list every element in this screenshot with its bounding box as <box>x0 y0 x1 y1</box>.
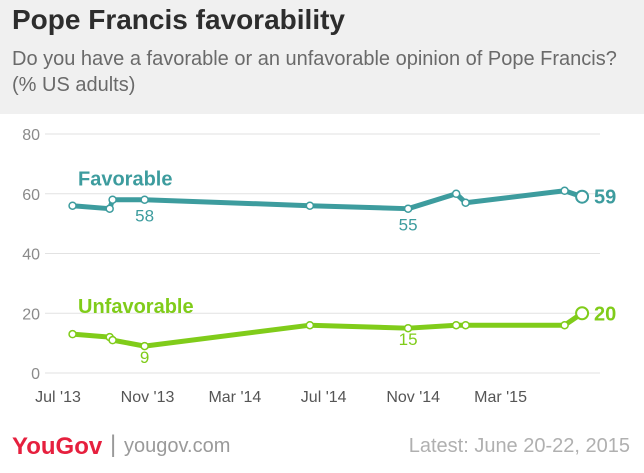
y-tick-label: 20 <box>22 306 40 323</box>
data-point <box>68 201 77 210</box>
y-tick-label: 40 <box>22 247 40 264</box>
data-point <box>108 195 117 204</box>
data-point <box>575 189 590 204</box>
series-line-favorable <box>70 188 585 212</box>
y-tick-label: 60 <box>22 187 40 204</box>
logo-gov-text: Gov <box>55 433 103 460</box>
data-point <box>140 341 149 351</box>
data-point <box>461 320 470 330</box>
x-tick-label: Nov '13 <box>121 389 175 406</box>
end-value-label: 59 <box>594 187 616 209</box>
chart-header: Pope Francis favorability Do you have a … <box>0 0 644 114</box>
source-url: yougov.com <box>124 435 231 457</box>
data-point <box>575 306 590 321</box>
data-point <box>403 204 413 213</box>
data-label: 58 <box>135 207 154 226</box>
end-value-label: 20 <box>594 303 616 325</box>
x-tick-label: Mar '15 <box>474 389 527 406</box>
data-point <box>108 335 117 345</box>
series-name-label: Favorable <box>78 169 172 191</box>
logo-you-text: You <box>12 433 56 460</box>
data-point <box>461 198 470 207</box>
y-tick-label: 0 <box>31 366 40 383</box>
footer: YouGov | yougov.com Latest: June 20-22, … <box>0 425 644 473</box>
chart-subtitle: Do you have a favorable or an unfavorabl… <box>12 48 617 96</box>
data-point <box>68 329 77 339</box>
data-point <box>140 195 149 204</box>
data-point <box>305 320 315 330</box>
chart-title: Pope Francis favorability <box>12 4 345 35</box>
data-point <box>451 189 461 198</box>
data-label: 15 <box>399 330 418 349</box>
data-point <box>403 323 413 333</box>
line-chart: 0 20 40 60 80 Jul '13 Nov '13 Mar '14 Jul '14 Nov… <box>22 127 616 406</box>
x-tick-label: Jul '13 <box>35 389 81 406</box>
x-tick-label: Mar '14 <box>208 389 261 406</box>
data-point <box>305 201 315 210</box>
data-point <box>560 320 569 330</box>
data-point <box>560 186 569 196</box>
data-label: 55 <box>399 216 418 235</box>
logo-separator: | <box>110 431 117 458</box>
y-tick-label: 80 <box>22 127 40 144</box>
x-tick-label: Nov '14 <box>386 389 440 406</box>
data-point <box>451 320 461 330</box>
data-label: 9 <box>140 348 149 367</box>
yougov-logo: YouGov <box>12 433 102 461</box>
x-tick-label: Jul '14 <box>301 389 347 406</box>
data-point <box>105 204 114 213</box>
series-line-unfavorable <box>70 310 585 349</box>
latest-date: Latest: June 20-22, 2015 <box>408 435 630 457</box>
series-name-label: Unfavorable <box>78 296 194 318</box>
